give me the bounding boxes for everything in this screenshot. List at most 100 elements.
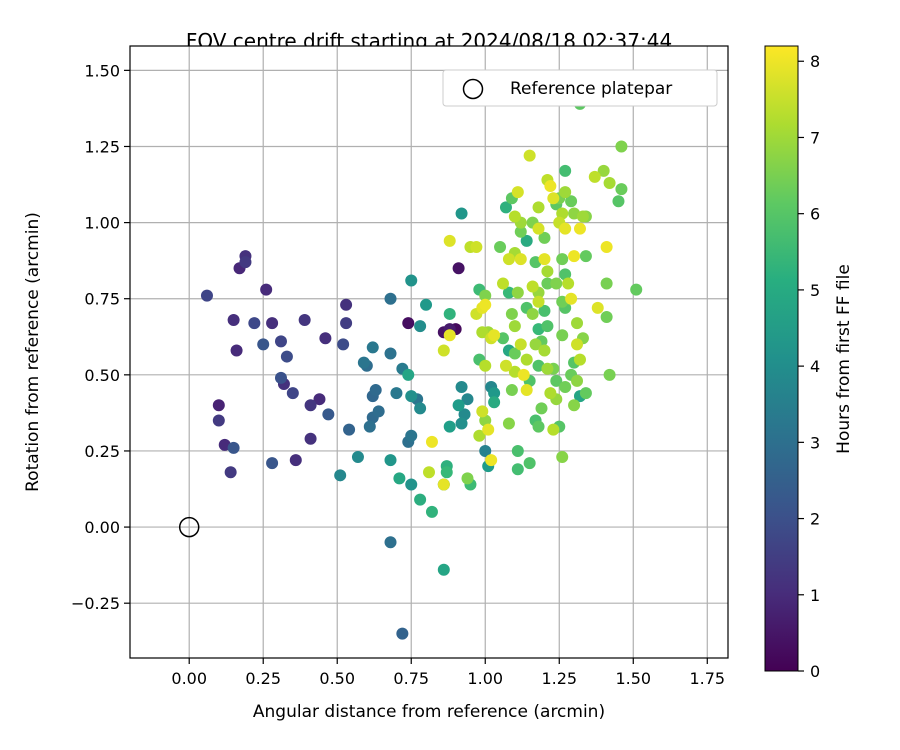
data-point bbox=[535, 402, 548, 415]
data-point bbox=[571, 317, 584, 330]
data-point bbox=[455, 207, 468, 220]
data-point bbox=[340, 317, 353, 330]
data-point bbox=[461, 393, 474, 406]
data-point bbox=[559, 164, 572, 177]
data-point bbox=[565, 292, 578, 305]
data-point bbox=[443, 307, 456, 320]
data-point bbox=[479, 359, 492, 372]
data-point bbox=[390, 387, 403, 400]
data-point bbox=[313, 393, 326, 406]
data-point bbox=[455, 381, 468, 394]
data-point bbox=[494, 240, 507, 253]
data-point bbox=[550, 277, 563, 290]
data-point bbox=[280, 350, 293, 363]
data-point bbox=[603, 368, 616, 381]
data-point bbox=[547, 192, 560, 205]
data-point bbox=[437, 478, 450, 491]
data-point bbox=[414, 493, 427, 506]
legend-marker-icon bbox=[462, 78, 484, 100]
data-point bbox=[630, 283, 643, 296]
data-point bbox=[384, 292, 397, 305]
data-point bbox=[559, 381, 572, 394]
data-point bbox=[274, 335, 287, 348]
data-point bbox=[550, 374, 563, 387]
data-point bbox=[260, 283, 273, 296]
data-point bbox=[476, 326, 489, 339]
plot-area bbox=[130, 46, 728, 658]
data-point bbox=[402, 368, 415, 381]
data-point bbox=[579, 387, 592, 400]
data-point bbox=[511, 186, 524, 199]
x-tick-label: 0.25 bbox=[245, 669, 281, 688]
data-point bbox=[200, 289, 213, 302]
data-point bbox=[499, 359, 512, 372]
colorbar-ticks: 0 1 2 3 4 5 6 7 8 bbox=[798, 52, 820, 681]
data-point bbox=[573, 222, 586, 235]
data-point bbox=[227, 441, 240, 454]
data-point bbox=[257, 338, 270, 351]
data-point bbox=[458, 408, 471, 421]
data-point bbox=[482, 423, 495, 436]
data-point bbox=[571, 338, 584, 351]
data-point bbox=[414, 402, 427, 415]
data-point bbox=[559, 186, 572, 199]
data-point bbox=[573, 353, 586, 366]
data-point bbox=[514, 338, 527, 351]
data-point bbox=[455, 417, 468, 430]
data-point bbox=[532, 420, 545, 433]
data-point bbox=[351, 451, 364, 464]
colorbar: 0 1 2 3 4 5 6 7 8 Hours from first FF file bbox=[764, 45, 854, 681]
colorbar-tick-label: 5 bbox=[810, 281, 820, 300]
data-point bbox=[502, 253, 515, 266]
legend-label: Reference platepar bbox=[510, 79, 672, 99]
data-point bbox=[485, 454, 498, 467]
data-point bbox=[479, 444, 492, 457]
data-point bbox=[615, 140, 628, 153]
data-point bbox=[488, 387, 501, 400]
data-point bbox=[337, 338, 350, 351]
data-point bbox=[461, 472, 474, 485]
data-point bbox=[405, 274, 418, 287]
data-point bbox=[538, 304, 551, 317]
data-point bbox=[541, 277, 554, 290]
x-tick-label: 1.50 bbox=[615, 669, 651, 688]
data-point bbox=[538, 231, 551, 244]
data-point bbox=[414, 320, 427, 333]
data-point bbox=[405, 429, 418, 442]
data-point bbox=[266, 317, 279, 330]
legend-box bbox=[442, 69, 718, 107]
data-point bbox=[479, 298, 492, 311]
data-point bbox=[511, 463, 524, 476]
x-axis-ticks: 0.00 0.25 0.50 0.75 1.00 1.25 1.50 1.75 bbox=[171, 658, 725, 688]
data-point bbox=[538, 253, 551, 266]
data-point bbox=[541, 320, 554, 333]
x-tick-label: 0.00 bbox=[171, 669, 207, 688]
y-tick-label: 1.00 bbox=[84, 214, 120, 233]
data-point bbox=[340, 298, 353, 311]
data-point bbox=[538, 344, 551, 357]
data-point bbox=[384, 347, 397, 360]
data-point bbox=[289, 454, 302, 467]
data-point bbox=[600, 240, 613, 253]
data-point bbox=[420, 298, 433, 311]
data-point bbox=[476, 405, 489, 418]
data-point bbox=[505, 384, 518, 397]
data-point bbox=[559, 222, 572, 235]
data-point bbox=[526, 307, 539, 320]
data-point bbox=[369, 384, 382, 397]
x-axis-label: Angular distance from reference (arcmin) bbox=[253, 702, 605, 722]
data-point bbox=[423, 466, 435, 479]
data-point bbox=[479, 414, 492, 427]
data-point bbox=[600, 310, 613, 323]
colorbar-tick-label: 3 bbox=[810, 433, 820, 452]
data-point bbox=[372, 405, 385, 418]
data-points bbox=[200, 97, 643, 640]
data-point bbox=[396, 627, 409, 640]
data-point bbox=[334, 469, 347, 482]
data-point bbox=[470, 240, 483, 253]
y-tick-label: 0.25 bbox=[84, 442, 120, 461]
colorbar-tick-label: 4 bbox=[810, 357, 820, 376]
data-point bbox=[443, 420, 456, 433]
x-tick-label: 0.75 bbox=[393, 669, 429, 688]
data-point bbox=[357, 356, 370, 369]
